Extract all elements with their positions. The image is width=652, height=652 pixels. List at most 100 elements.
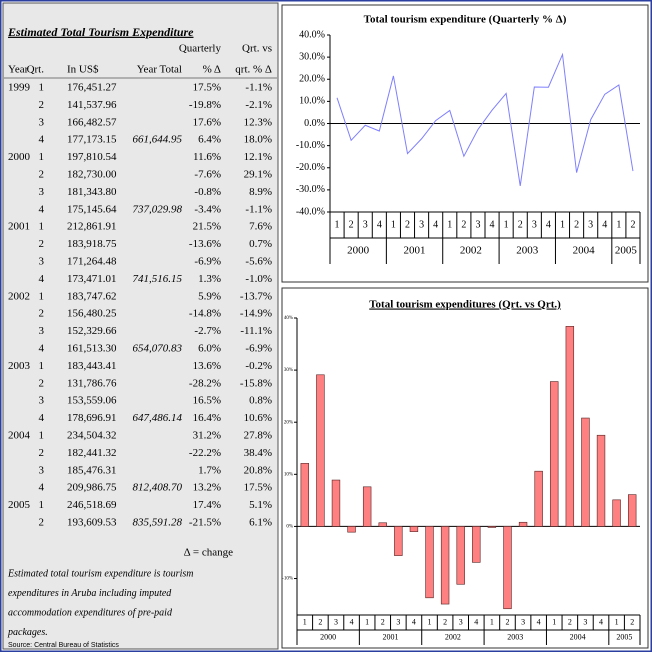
bar xyxy=(472,526,481,563)
table-cell: 183,747.62 xyxy=(67,290,117,302)
table-cell: 3 xyxy=(39,464,45,476)
table-cell: 183,918.75 xyxy=(67,238,117,250)
table-cell: 13.2% xyxy=(193,482,221,494)
x-tick-label: 2 xyxy=(318,617,322,626)
bar xyxy=(440,526,450,605)
x-tick-label: 1 xyxy=(490,617,494,626)
table-cell: -14.9% xyxy=(240,308,272,320)
bar xyxy=(503,526,512,610)
y-tick-label: 10.0% xyxy=(299,96,325,107)
table-cell: 176,451.27 xyxy=(67,82,117,94)
x-tick-label: 1 xyxy=(365,617,369,626)
header-cell: In US$ xyxy=(67,64,99,76)
table-cell: 2001 xyxy=(8,221,30,233)
table-cell: -13.6% xyxy=(189,238,221,250)
y-tick-label: 40% xyxy=(284,316,293,321)
table-cell: 10.6% xyxy=(244,412,272,424)
table-cell: 17.5% xyxy=(244,482,272,494)
table-cell: 1999 xyxy=(8,82,31,94)
table-cell: 7.6% xyxy=(249,221,272,233)
y-tick-label: 10% xyxy=(284,472,293,477)
x-tick-label: 3 xyxy=(588,219,593,230)
table-cell: -21.5% xyxy=(189,517,221,529)
table-cell: -19.8% xyxy=(189,99,221,111)
bar xyxy=(550,381,559,527)
group-label: 2003 xyxy=(516,245,539,257)
table-cell: 1 xyxy=(39,430,45,442)
table-cell: 6.1% xyxy=(249,517,272,529)
source: Source: Central Bureau of Statistics xyxy=(8,642,119,649)
chart-title: Total tourism expenditures (Qrt. vs Qrt.… xyxy=(369,299,561,311)
table-cell: 197,810.54 xyxy=(67,151,117,163)
table-cell: 0.8% xyxy=(249,395,272,407)
x-tick-label: 1 xyxy=(560,219,565,230)
table-cell: -0.8% xyxy=(194,186,221,198)
y-tick-label: -10.0% xyxy=(296,140,325,151)
table-cell: 0.7% xyxy=(249,238,272,250)
table-cell: 1 xyxy=(39,151,45,163)
table-cell: -1.0% xyxy=(245,273,272,285)
x-tick-label: 3 xyxy=(363,219,368,230)
table-cell: 2 xyxy=(39,99,45,111)
table-cell: 193,609.53 xyxy=(67,517,117,529)
x-tick-label: 3 xyxy=(583,617,587,626)
table-cell: 4 xyxy=(39,273,45,285)
bar xyxy=(456,526,465,585)
x-tick-label: 2 xyxy=(574,219,579,230)
table-cell: 8.9% xyxy=(249,186,272,198)
table-cell: 2 xyxy=(39,308,45,320)
table-cell: 1 xyxy=(39,360,45,372)
y-tick-label: 40.0% xyxy=(299,29,325,40)
y-tick-label: 30.0% xyxy=(299,51,325,62)
table-cell: 181,343.80 xyxy=(67,186,117,198)
legend-note: Δ = change xyxy=(184,547,233,559)
table-cell: 1.7% xyxy=(198,464,221,476)
x-tick-label: 1 xyxy=(616,219,621,230)
x-tick-label: 2 xyxy=(568,617,572,626)
table-cell: -0.2% xyxy=(245,360,272,372)
table-cell: 12.1% xyxy=(244,151,272,163)
x-tick-label: 4 xyxy=(602,219,607,230)
table-cell: 171,264.48 xyxy=(67,256,117,268)
table-cell: 4 xyxy=(39,482,45,494)
table-cell: 4 xyxy=(39,203,45,215)
x-tick-label: 2 xyxy=(349,219,354,230)
data-line xyxy=(336,52,634,186)
group-label: 2001 xyxy=(383,632,399,641)
table-cell: 18.0% xyxy=(244,134,272,146)
table-cell: -3.4% xyxy=(194,203,221,215)
x-tick-label: 2 xyxy=(405,219,410,230)
bar xyxy=(331,479,341,527)
x-tick-label: 2 xyxy=(630,617,634,626)
table-cell: -7.6% xyxy=(194,169,221,181)
x-tick-label: 1 xyxy=(552,617,556,626)
table-cell: 12.3% xyxy=(244,116,272,128)
table-cell: 209,986.75 xyxy=(67,482,117,494)
header-cell: qrt. % Δ xyxy=(235,64,272,76)
x-tick-label: 3 xyxy=(521,617,525,626)
group-label: 2000 xyxy=(347,245,370,257)
group-label: 2004 xyxy=(573,245,596,257)
y-tick-label: 20% xyxy=(284,420,293,425)
table-cell: -1.1% xyxy=(245,203,272,215)
table-cell: 21.5% xyxy=(193,221,221,233)
note-line: accommodation expenditures of pre-paid xyxy=(8,607,173,618)
table-cell: -2.7% xyxy=(194,325,221,337)
table-cell: 647,486.14 xyxy=(133,412,183,424)
table-cell: -5.6% xyxy=(245,256,272,268)
table-cell: 156,480.25 xyxy=(67,308,117,320)
table-cell: 185,476.31 xyxy=(67,464,117,476)
table-cell: 4 xyxy=(39,343,45,355)
header-cell: Qrt. xyxy=(27,64,45,76)
header-cell: % Δ xyxy=(203,64,221,76)
bar xyxy=(565,326,575,527)
table-cell: 1.3% xyxy=(198,273,221,285)
table-cell: 152,329.66 xyxy=(67,325,117,337)
header-cell: Qrt. vs xyxy=(242,43,272,55)
bar xyxy=(378,522,387,527)
y-tick-label: 30% xyxy=(284,368,293,373)
table-cell: 38.4% xyxy=(244,447,272,459)
chart-title: Total tourism expenditure (Quarterly % Δ… xyxy=(364,14,567,26)
x-tick-label: 3 xyxy=(396,617,400,626)
y-tick-label: 0% xyxy=(286,525,293,530)
